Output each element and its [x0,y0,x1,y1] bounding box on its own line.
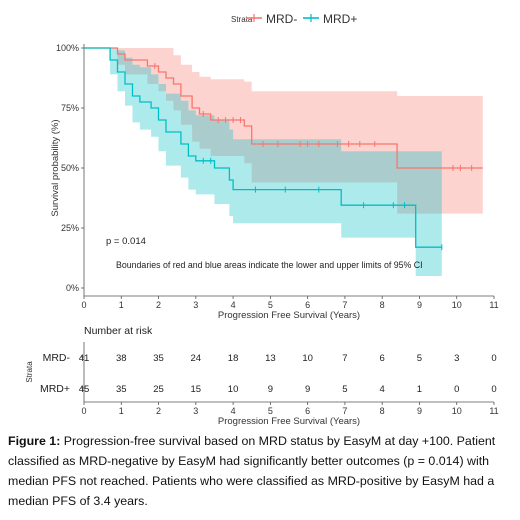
caption-text: Progression-free survival based on MRD s… [8,434,496,508]
x-tick-label: 5 [268,300,273,310]
risk-x-tick-label: 8 [380,406,385,416]
x-tick-label: 4 [231,300,236,310]
x-tick-label: 6 [305,300,310,310]
risk-count: 41 [79,353,90,364]
x-tick-label: 9 [417,300,422,310]
risk-strata-label: Strata [25,361,34,383]
risk-count: 35 [153,353,164,364]
risk-count: 10 [228,384,239,395]
x-tick-label: 0 [81,300,86,310]
y-tick-label: 50% [61,163,79,173]
risk-count: 38 [116,353,127,364]
x-axis-title: Progression Free Survival (Years) [218,310,360,321]
risk-count: 9 [268,384,273,395]
risk-row-label: MRD+ [40,383,70,395]
y-tick-label: 25% [61,223,79,233]
risk-x-tick-label: 4 [231,406,236,416]
legend-label-mrd-pos: MRD+ [323,12,357,26]
risk-x-tick-label: 3 [193,406,198,416]
risk-x-tick-label: 7 [342,406,347,416]
risk-count: 5 [417,353,422,364]
risk-count: 0 [491,384,496,395]
km-chart: Strata MRD- MRD+0%25%50%75%100%0 1 2 3 4 5 6 7 8 9 1… [25,12,499,427]
risk-count: 25 [153,384,164,395]
caption-label: Figure 1: [8,434,61,448]
y-tick-label: 0% [66,283,79,293]
risk-x-axis-title: Progression Free Survival (Years) [218,416,360,427]
risk-x-tick-label: 10 [452,406,462,416]
risk-count: 0 [454,384,459,395]
x-tick-label: 1 [119,300,124,310]
y-tick-label: 75% [61,103,79,113]
x-tick-label: 7 [342,300,347,310]
risk-count: 15 [191,384,202,395]
risk-count: 7 [342,353,347,364]
risk-x-tick-label: 2 [156,406,161,416]
ci-band-mrd-pos [84,48,442,276]
figure-caption: Figure 1: Progression-free survival base… [8,431,514,511]
legend-label-mrd-neg: MRD- [266,12,297,26]
legend-title: Strata [231,15,253,24]
ci-annotation: Boundaries of red and blue areas indicat… [116,260,423,270]
x-tick-label: 11 [489,300,498,310]
risk-count: 0 [491,353,496,364]
risk-x-tick-label: 9 [417,406,422,416]
risk-count: 4 [380,384,385,395]
x-tick-label: 3 [193,300,198,310]
risk-row-label: MRD- [43,352,71,364]
risk-count: 18 [228,353,239,364]
x-tick-label: 8 [380,300,385,310]
risk-count: 6 [380,353,385,364]
ci-band-mrd-neg [84,48,483,214]
y-tick-label: 100% [56,43,79,53]
risk-x-tick-label: 11 [489,406,498,416]
risk-count: 3 [454,353,459,364]
y-axis-title: Survival probability (%) [50,119,61,216]
risk-count: 9 [305,384,310,395]
risk-count: 5 [342,384,347,395]
risk-x-tick-label: 6 [305,406,310,416]
risk-x-tick-label: 1 [119,406,124,416]
risk-x-tick-label: 5 [268,406,273,416]
x-tick-label: 10 [452,300,462,310]
survival-curve-mrd-neg [84,47,483,169]
risk-count: 24 [191,353,202,364]
risk-count: 10 [302,353,313,364]
risk-count: 45 [79,384,90,395]
risk-table-title: Number at risk [84,325,153,337]
p-value-annotation: p = 0.014 [106,236,146,247]
risk-x-tick-label: 0 [81,406,86,416]
risk-count: 35 [116,384,127,395]
survival-curve-mrd-pos [84,47,442,248]
x-tick-label: 2 [156,300,161,310]
risk-count: 13 [265,353,276,364]
risk-count: 1 [417,384,422,395]
